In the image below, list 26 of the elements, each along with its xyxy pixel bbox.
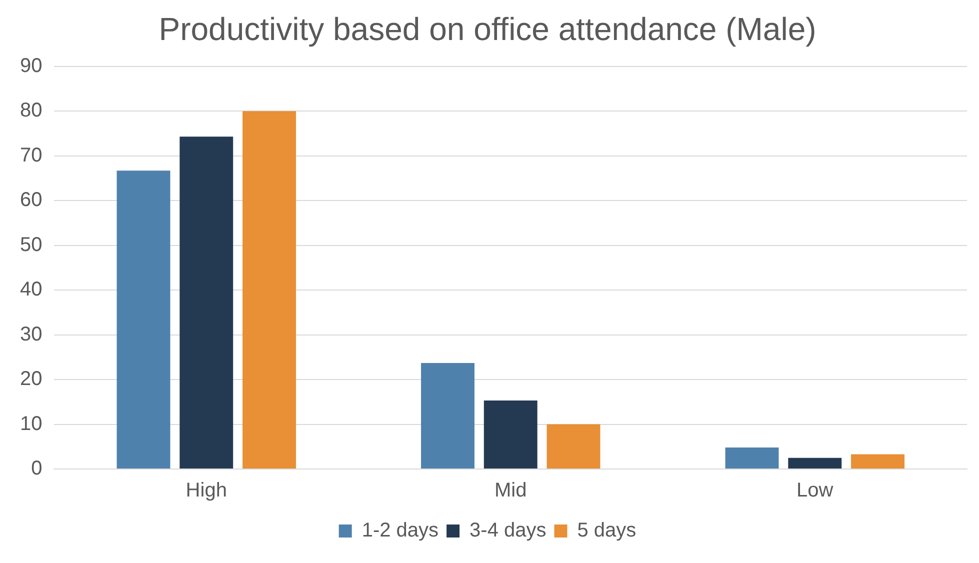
- bar: [725, 448, 779, 468]
- y-tick-label: 50: [20, 234, 42, 256]
- y-tick-label: 70: [20, 144, 42, 166]
- y-tick-label: 90: [20, 54, 42, 77]
- bar: [180, 136, 234, 468]
- y-tick-label: 20: [20, 368, 42, 390]
- bar: [788, 458, 842, 468]
- chart-title: Productivity based on office attendance (Male): [158, 11, 816, 48]
- x-tick-label: Mid: [494, 480, 527, 502]
- y-tick-label: 60: [20, 189, 42, 212]
- bar: [546, 424, 600, 468]
- y-tick-label: 30: [20, 323, 42, 346]
- bar: [484, 400, 538, 468]
- y-tick-label: 10: [20, 412, 42, 435]
- y-tick-label: 40: [20, 278, 42, 301]
- legend-label: 1-2 days: [362, 520, 439, 542]
- x-tick-label: High: [186, 480, 227, 502]
- y-tick-label: 80: [20, 100, 42, 122]
- bar: [421, 362, 474, 468]
- bar: [116, 170, 170, 468]
- legend-label: 5 days: [577, 520, 636, 542]
- bar: [851, 454, 904, 468]
- legend-label: 3-4 days: [470, 520, 546, 542]
- y-tick-label: 0: [31, 458, 42, 480]
- bar: [242, 111, 296, 468]
- x-tick-label: Low: [796, 480, 834, 502]
